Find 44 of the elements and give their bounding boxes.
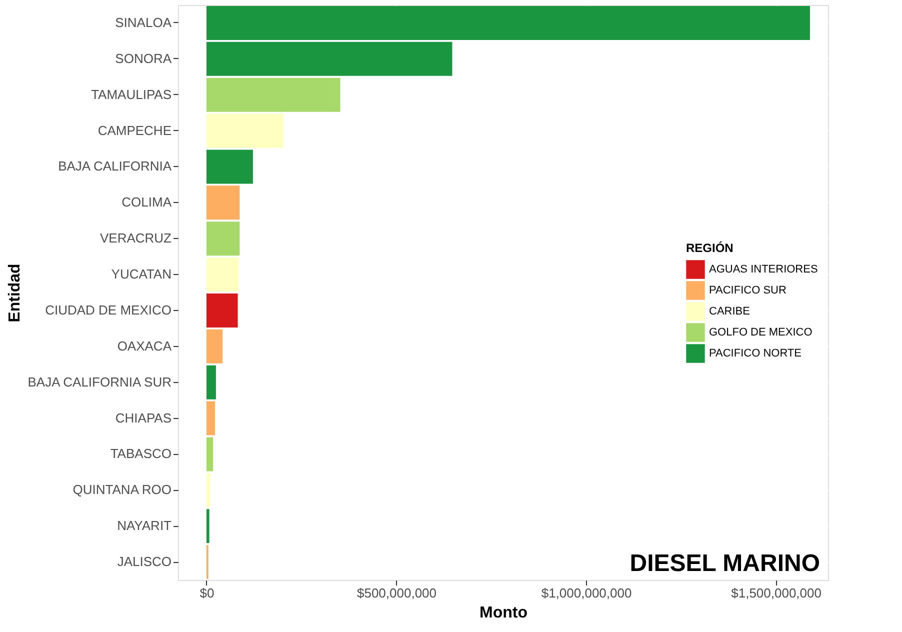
y-tick-label: BAJA CALIFORNIA xyxy=(58,158,172,174)
bar xyxy=(206,186,240,220)
bar xyxy=(206,437,214,472)
y-tick-label: QUINTANA ROO xyxy=(72,482,172,498)
y-tick-label: CHIAPAS xyxy=(115,410,172,426)
x-tick-label: $500,000,000 xyxy=(356,586,437,600)
annotation: DIESEL MARINO xyxy=(630,550,820,577)
bar xyxy=(206,114,284,148)
y-tick-label: CIUDAD DE MEXICO xyxy=(45,302,172,318)
y-tick-label: SONORA xyxy=(115,50,172,66)
y-tick-label: BAJA CALIFORNIA SUR xyxy=(28,374,172,390)
y-axis-title: Entidad xyxy=(6,264,24,322)
legend-label: AGUAS INTERIORES xyxy=(709,264,818,276)
legend-title: REGIÓN xyxy=(686,241,734,255)
bar xyxy=(206,509,210,544)
y-tick-label: SINALOA xyxy=(115,14,172,30)
y-tick-label: JALISCO xyxy=(117,554,172,570)
x-tick-label: $1,500,000,000 xyxy=(731,586,822,600)
y-tick-label: NAYARIT xyxy=(117,518,172,534)
y-tick-label: YUCATAN xyxy=(111,266,172,282)
x-axis-title: Monto xyxy=(480,604,528,622)
bar xyxy=(206,293,238,328)
y-tick-label: CAMPECHE xyxy=(98,122,172,138)
bar xyxy=(206,222,240,256)
bar xyxy=(206,401,216,436)
legend-label: CARIBE xyxy=(709,306,750,318)
bar xyxy=(206,42,452,76)
bar xyxy=(206,365,216,400)
y-tick-label: COLIMA xyxy=(122,194,172,210)
legend-label: PACIFICO NORTE xyxy=(709,348,802,360)
bar xyxy=(206,150,253,184)
y-tick-label: TABASCO xyxy=(110,446,172,462)
legend-label: PACIFICO SUR xyxy=(709,284,786,296)
y-tick-label: TAMAULIPAS xyxy=(91,86,172,102)
x-tick-label: $0 xyxy=(200,586,214,600)
bar xyxy=(206,329,223,364)
y-tick-label: OAXACA xyxy=(117,338,172,354)
bar xyxy=(206,78,340,112)
bar xyxy=(206,6,810,40)
bar xyxy=(206,473,210,508)
y-tick-label: VERACRUZ xyxy=(100,230,172,246)
legend-label: GOLFO DE MEXICO xyxy=(709,326,813,338)
bar xyxy=(206,258,239,292)
x-tick-label: $1,000,000,000 xyxy=(541,586,632,600)
